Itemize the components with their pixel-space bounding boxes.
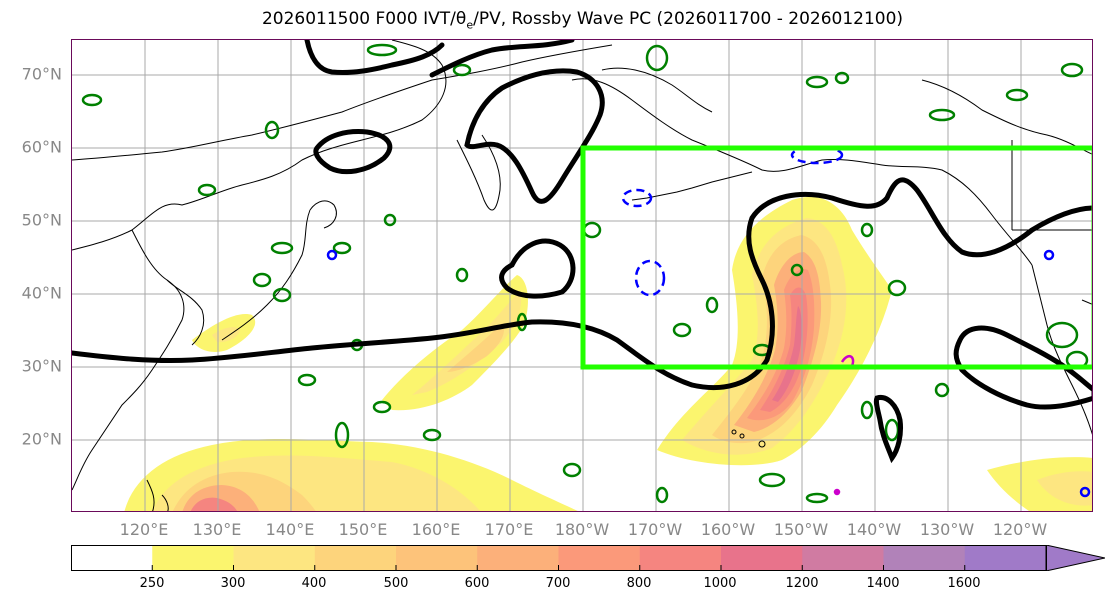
colorbar-label-250: 250 <box>139 576 165 591</box>
pv-contours <box>72 40 1092 464</box>
colorbar-label-600: 600 <box>464 576 490 591</box>
coastlines <box>72 40 1092 511</box>
colorbar-cell <box>396 545 478 571</box>
lon-label-160w: 160°W <box>700 520 756 539</box>
colorbar-label-1000: 1000 <box>703 576 737 591</box>
colorbar-cell <box>71 545 153 571</box>
colorbar-extend-arrow <box>1045 545 1105 571</box>
colorbar-cell <box>721 545 803 571</box>
lat-label-60n: 60°N <box>21 137 62 157</box>
region-box <box>580 145 1092 370</box>
colorbar-label-300: 300 <box>220 576 246 591</box>
lat-label-70n: 70°N <box>21 64 62 84</box>
theta-contours-blue <box>326 145 1091 498</box>
colorbar-cell <box>233 545 316 571</box>
lon-label-140w: 140°W <box>846 520 902 539</box>
colorbar-label-400: 400 <box>301 576 327 591</box>
colorbar <box>71 545 1105 571</box>
lon-label-170w: 170°W <box>627 520 683 539</box>
colorbar-cell <box>558 545 641 571</box>
lon-label-130e: 130°E <box>192 520 242 539</box>
lon-label-130w: 130°W <box>919 520 975 539</box>
lon-label-150w: 150°W <box>773 520 829 539</box>
colorbar-label-1400: 1400 <box>866 576 900 591</box>
lon-label-120e: 120°E <box>119 520 169 539</box>
lon-label-170e: 170°E <box>484 520 534 539</box>
lat-label-40n: 40°N <box>21 283 62 303</box>
lon-label-180w: 180°W <box>554 520 610 539</box>
map-title: 2026011500 F000 IVT/θe/PV, Rossby Wave P… <box>261 9 904 32</box>
colorbar-cell <box>964 545 1047 571</box>
lon-label-140e: 140°E <box>265 520 315 539</box>
lat-label-30n: 30°N <box>21 356 62 376</box>
colorbar-cell <box>152 545 234 571</box>
map-panel[interactable] <box>71 39 1093 512</box>
theta-contour-magenta <box>833 354 855 496</box>
colorbar-frame <box>71 545 1047 571</box>
colorbar-cell <box>477 545 559 571</box>
lon-label-150e: 150°E <box>338 520 388 539</box>
colorbar-label-700: 700 <box>545 576 571 591</box>
colorbar-cell <box>639 545 722 571</box>
colorbar-label-500: 500 <box>383 576 409 591</box>
colorbar-cell <box>883 545 966 571</box>
colorbar-label-800: 800 <box>626 576 652 591</box>
colorbar-label-1600: 1600 <box>947 576 981 591</box>
lon-label-120w: 120°W <box>992 520 1048 539</box>
theta-contours-green <box>81 43 1089 504</box>
colorbar-label-1200: 1200 <box>785 576 819 591</box>
lat-label-20n: 20°N <box>21 429 62 449</box>
map-canvas <box>72 40 1092 511</box>
lat-label-50n: 50°N <box>21 210 62 230</box>
colorbar-cell <box>802 545 884 571</box>
lon-label-160e: 160°E <box>411 520 461 539</box>
colorbar-cell <box>314 545 397 571</box>
